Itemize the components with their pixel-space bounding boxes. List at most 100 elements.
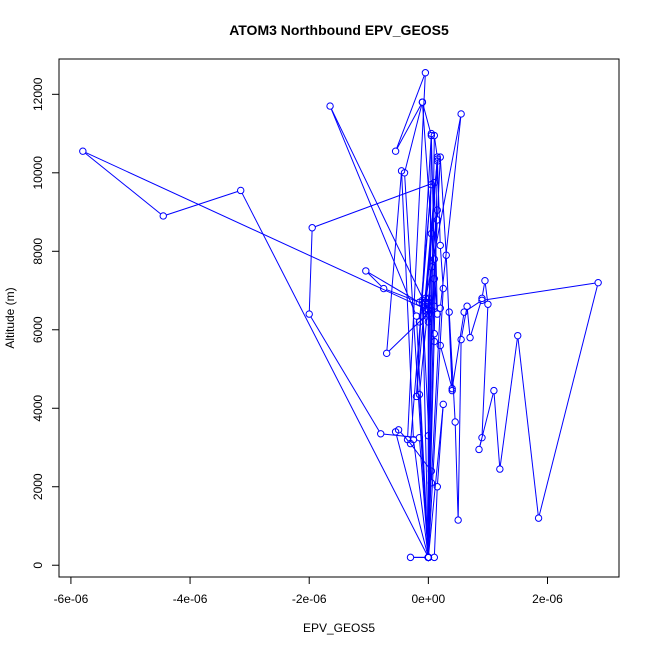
- data-point: [490, 386, 498, 395]
- data-point: [436, 241, 444, 250]
- series-segment: [395, 434, 429, 555]
- data-point: [466, 333, 474, 342]
- series-points: [79, 69, 602, 562]
- series-segment: [461, 309, 468, 337]
- series-segment: [439, 160, 447, 253]
- series-segment: [241, 193, 428, 555]
- series-segment: [484, 283, 489, 302]
- data-point: [457, 110, 465, 118]
- data-point: [594, 278, 602, 287]
- data-point: [418, 98, 427, 106]
- x-axis: -6e-06 -4e-06 -2e-06 0e+00 2e-06: [54, 576, 563, 606]
- data-point: [439, 284, 447, 293]
- data-point: [484, 300, 492, 308]
- series-segment: [310, 316, 380, 432]
- y-tick-label: 8000: [31, 238, 45, 265]
- series-segment: [407, 75, 426, 437]
- series-segment: [308, 230, 313, 311]
- series-segment: [481, 307, 489, 435]
- series-segment: [331, 108, 428, 308]
- series-segment: [485, 282, 596, 301]
- data-point: [481, 277, 489, 285]
- data-point: [436, 304, 444, 312]
- data-point: [427, 229, 436, 238]
- data-point: [237, 186, 245, 195]
- data-point: [382, 349, 391, 358]
- series-segment: [433, 489, 438, 555]
- x-tick-label: 0e+00: [412, 592, 446, 606]
- data-point: [478, 433, 486, 442]
- chart-title: ATOM3 Northbound EPV_GEOS5: [229, 22, 449, 38]
- data-point: [439, 400, 447, 409]
- data-point: [391, 147, 400, 155]
- series-segment: [452, 315, 465, 386]
- x-axis-label: EPV_GEOS5: [303, 621, 375, 635]
- y-tick-label: 2000: [31, 473, 45, 500]
- data-point: [159, 212, 167, 220]
- data-point: [430, 255, 439, 263]
- series-segment: [428, 407, 444, 555]
- series-segment: [428, 291, 444, 555]
- data-point: [430, 275, 439, 283]
- data-point: [421, 69, 430, 77]
- data-point: [433, 216, 441, 224]
- series-segment: [434, 138, 438, 155]
- data-point: [433, 310, 441, 318]
- y-tick-label: 0: [31, 562, 45, 569]
- series-segment: [404, 105, 423, 170]
- series-segment: [368, 272, 420, 304]
- data-point: [460, 308, 468, 316]
- series-segment: [454, 425, 459, 517]
- data-point: [424, 306, 433, 314]
- data-point: [442, 251, 450, 259]
- series-segment: [85, 152, 162, 215]
- data-point: [430, 329, 439, 338]
- data-point: [445, 308, 453, 316]
- data-point: [379, 284, 388, 293]
- series-segment: [422, 105, 438, 311]
- series-segment: [517, 338, 539, 516]
- data-point: [400, 169, 409, 177]
- data-point: [433, 483, 441, 491]
- data-point: [436, 341, 444, 350]
- series-segment: [466, 309, 471, 335]
- y-tick-label: 6000: [31, 316, 45, 343]
- series-segment: [470, 301, 482, 335]
- series-segment: [482, 283, 485, 296]
- data-point: [457, 335, 465, 344]
- data-point: [406, 553, 415, 562]
- data-point: [478, 296, 486, 305]
- series-segment: [383, 433, 417, 438]
- data-point: [478, 294, 486, 303]
- series-segment: [422, 116, 462, 313]
- series-segment: [330, 108, 416, 314]
- series-lines: [85, 75, 598, 558]
- series-segment: [421, 303, 429, 555]
- data-point: [415, 433, 424, 442]
- data-point: [394, 426, 403, 434]
- series-segment: [436, 160, 441, 243]
- data-point: [496, 465, 504, 473]
- data-point: [418, 296, 427, 305]
- data-point: [448, 386, 456, 395]
- y-tick-label: 10000: [31, 156, 45, 190]
- y-tick-label: 12000: [31, 77, 45, 111]
- data-point: [430, 553, 439, 562]
- series-segment: [440, 117, 462, 306]
- data-point: [377, 430, 385, 438]
- data-point: [534, 514, 543, 522]
- data-point: [454, 516, 462, 524]
- plot-frame: [58, 58, 620, 578]
- series-segment: [493, 393, 501, 466]
- data-point: [451, 418, 459, 426]
- data-point: [424, 432, 433, 440]
- data-point: [427, 467, 436, 475]
- series-segment: [431, 311, 441, 480]
- data-point: [433, 153, 441, 161]
- data-point: [463, 302, 471, 310]
- x-tick-label: -6e-06: [54, 592, 89, 606]
- data-point: [430, 178, 439, 187]
- series-segment: [400, 431, 409, 442]
- data-point: [415, 318, 424, 326]
